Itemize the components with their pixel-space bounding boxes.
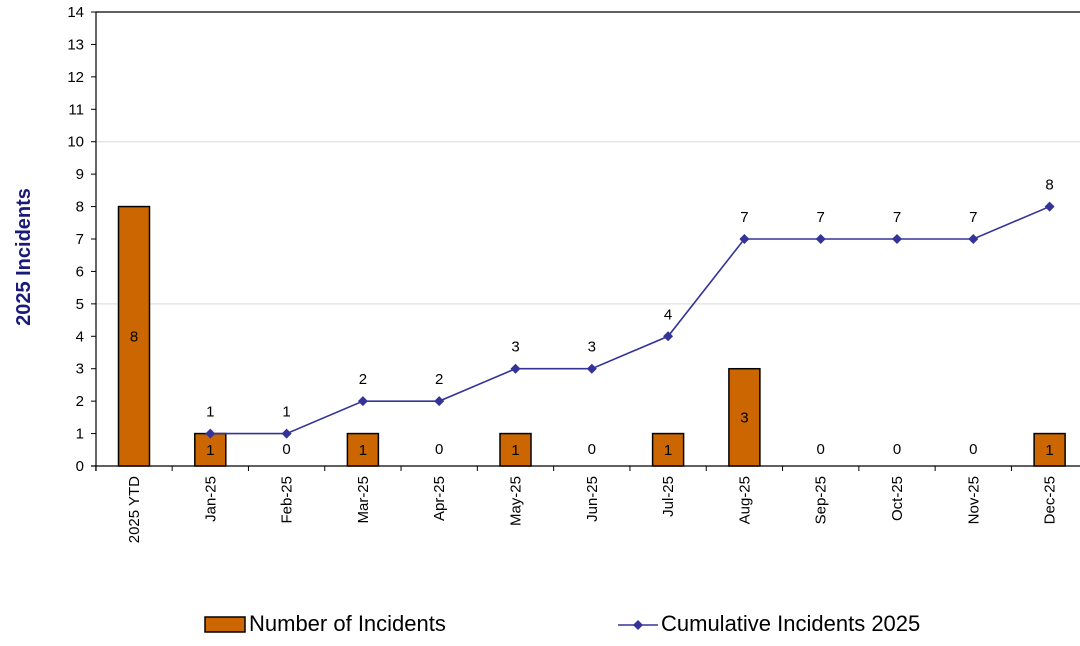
y-tick-label: 5 <box>76 296 84 313</box>
x-tick-label: Mar-25 <box>355 476 372 524</box>
x-tick-label: Apr-25 <box>431 476 448 521</box>
x-tick-label: Dec-25 <box>1042 476 1059 524</box>
cumulative-point <box>663 331 674 342</box>
cumulative-point <box>434 396 445 407</box>
x-tick-label: Aug-25 <box>736 476 753 524</box>
y-tick-label: 0 <box>76 458 84 475</box>
bar-value-label: 1 <box>511 442 519 459</box>
y-tick-label: 3 <box>76 361 84 378</box>
line-value-label: 8 <box>1045 177 1053 194</box>
bar-value-label: 1 <box>664 442 672 459</box>
line-value-label: 2 <box>435 371 443 388</box>
bar <box>1033 432 1066 467</box>
y-tick-label: 14 <box>67 4 84 21</box>
legend-line-marker <box>633 620 643 630</box>
x-tick-label: Jul-25 <box>660 476 677 517</box>
y-tick-label: 8 <box>76 199 84 216</box>
line-value-label: 7 <box>817 209 825 226</box>
y-tick-label: 4 <box>76 328 84 345</box>
bar-value-label: 0 <box>817 441 825 458</box>
bar <box>194 432 227 467</box>
bar <box>651 432 685 467</box>
y-axis-label: 2025 Incidents <box>13 188 35 326</box>
cumulative-point <box>510 363 521 374</box>
cumulative-point <box>586 363 597 374</box>
y-tick-label: 10 <box>67 134 84 151</box>
x-tick-label: Nov-25 <box>965 476 982 524</box>
y-tick-label: 12 <box>67 69 84 86</box>
bar-value-label: 0 <box>435 441 443 458</box>
line-value-label: 7 <box>740 209 748 226</box>
bar <box>346 432 380 467</box>
cumulative-point <box>357 396 368 407</box>
line-value-label: 3 <box>588 339 596 356</box>
cumulative-point <box>281 428 292 439</box>
y-tick-label: 7 <box>76 231 84 248</box>
bar <box>499 432 532 467</box>
bar-value-label: 1 <box>1045 442 1053 459</box>
bar-value-label: 0 <box>282 441 290 458</box>
line-value-label: 3 <box>511 339 519 356</box>
bar-value-label: 1 <box>206 442 214 459</box>
bar-value-label: 0 <box>969 441 977 458</box>
x-tick-label: Sep-25 <box>813 476 830 524</box>
legend-bar-label: Number of Incidents <box>249 611 446 636</box>
bar <box>728 367 761 467</box>
bar <box>117 205 151 467</box>
y-tick-label: 13 <box>67 36 84 53</box>
x-tick-label: May-25 <box>508 476 525 526</box>
y-tick-label: 6 <box>76 263 84 280</box>
cumulative-point <box>1044 201 1055 212</box>
line-value-label: 7 <box>893 209 901 226</box>
bar-value-label: 8 <box>130 328 138 345</box>
legend-bar-swatch <box>204 616 246 633</box>
line-value-label: 4 <box>664 306 672 323</box>
cumulative-point <box>815 234 826 244</box>
line-value-label: 1 <box>206 404 214 421</box>
x-tick-label: Oct-25 <box>889 476 906 521</box>
cumulative-point <box>968 234 979 244</box>
bar-value-label: 3 <box>740 409 748 426</box>
y-tick-label: 9 <box>76 166 84 183</box>
x-tick-label: Jun-25 <box>584 476 601 522</box>
cumulative-line <box>210 205 1050 435</box>
x-tick-label: Jan-25 <box>202 476 219 522</box>
line-value-label: 1 <box>282 404 290 421</box>
bar-value-label: 1 <box>359 442 367 459</box>
x-tick-label: 2025 YTD <box>126 476 143 543</box>
y-tick-label: 1 <box>76 426 84 443</box>
bar-value-label: 0 <box>588 441 596 458</box>
cumulative-point <box>205 428 216 439</box>
cumulative-point <box>739 234 750 244</box>
cumulative-point <box>892 234 902 244</box>
y-tick-label: 11 <box>68 101 84 118</box>
line-value-label: 7 <box>969 209 977 226</box>
legend-line-label: Cumulative Incidents 2025 <box>661 611 920 636</box>
x-tick-label: Feb-25 <box>279 476 296 524</box>
y-tick-label: 2 <box>76 393 84 410</box>
bar-value-label: 0 <box>893 441 901 458</box>
line-value-label: 2 <box>359 371 367 388</box>
